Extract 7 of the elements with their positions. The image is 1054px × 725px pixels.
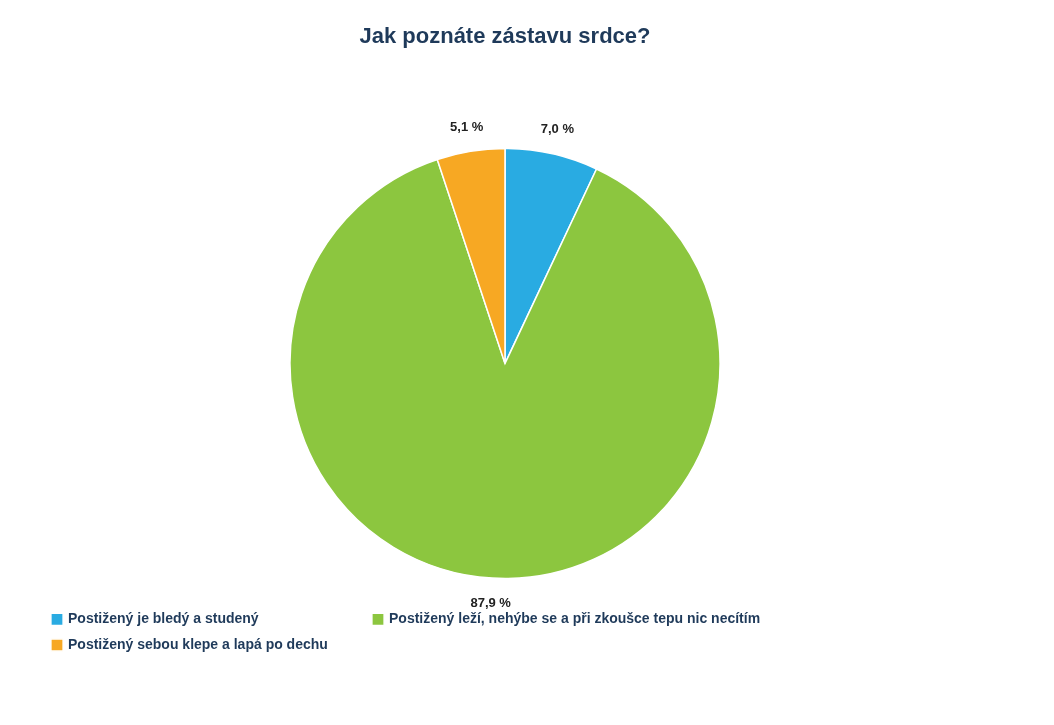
data-label: 5,1 % — [450, 118, 484, 134]
chart-title: Jak poznáte zástavu srdce? — [359, 23, 651, 48]
data-label: 87,9 % — [470, 595, 512, 611]
legend-label: Postižený sebou klepe a lapá po dechu — [68, 636, 328, 652]
legend-label: Postižený leží, nehýbe se a při zkoušce tepu nic necítím — [389, 610, 761, 627]
legend-label: Postižený je bledý a studený — [68, 610, 259, 627]
data-label: 7,0 % — [540, 121, 575, 137]
